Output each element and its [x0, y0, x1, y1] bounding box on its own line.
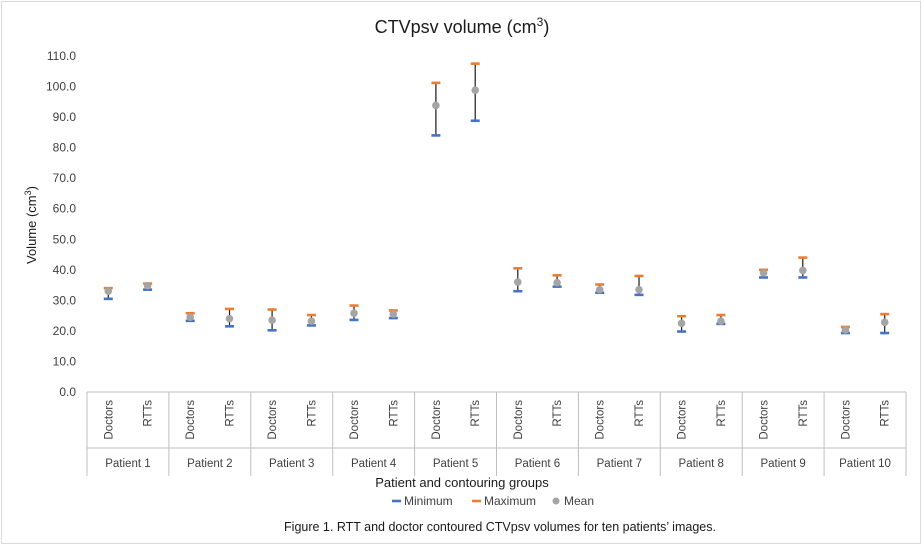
x-group-label: Patient 3: [269, 458, 314, 470]
mean-marker: [225, 314, 234, 323]
mean-marker: [841, 326, 850, 334]
x-subgroup-label: Doctors: [103, 400, 115, 440]
mean-marker: [880, 318, 889, 327]
mean-marker: [799, 266, 807, 275]
y-tick-label: 70.0: [53, 171, 77, 185]
x-subgroup-label: Doctors: [349, 400, 361, 440]
x-group-label: Patient 4: [351, 458, 397, 470]
legend: Minimum Maximum Mean: [392, 494, 594, 508]
mean-marker: [717, 317, 725, 325]
x-subgroup-label: RTTs: [880, 400, 892, 427]
mean-marker: [186, 313, 194, 321]
mean-marker: [307, 317, 316, 325]
x-subgroup-label: Doctors: [185, 400, 197, 440]
y-tick-label: 10.0: [53, 354, 77, 368]
x-axis: Patient 1 Doctors RTTs Patient 2 Doctors RTTs…: [86, 391, 907, 476]
x-group-label: Patient 10: [839, 458, 891, 470]
legend-mean-icon: [552, 497, 560, 505]
figure-caption: Figure 1. RTT and doctor contoured CTVps…: [284, 520, 716, 534]
x-subgroup-label: Doctors: [595, 400, 607, 440]
mean-marker: [595, 285, 604, 294]
x-group-label: Patient 7: [597, 458, 642, 470]
mean-marker: [677, 319, 686, 328]
y-tick-label: 0.0: [59, 385, 76, 399]
y-tick-label: 30.0: [53, 293, 77, 307]
x-subgroup-label: Doctors: [431, 400, 443, 440]
x-subgroup-label: Doctors: [840, 400, 852, 440]
chart-title: CTVpsv volume (cm3): [375, 15, 550, 37]
y-tick-label: 90.0: [53, 110, 77, 124]
legend-label: Mean: [564, 494, 594, 508]
mean-marker: [471, 86, 480, 95]
x-subgroup-label: Doctors: [513, 400, 525, 440]
mean-marker: [513, 278, 522, 286]
x-subgroup-label: RTTs: [470, 400, 482, 427]
y-tick-label: 20.0: [53, 324, 77, 338]
x-subgroup-label: Doctors: [267, 400, 279, 440]
y-tick-label: 100.0: [46, 80, 76, 94]
y-tick-label: 50.0: [53, 232, 77, 246]
legend-label: Maximum: [484, 494, 536, 508]
x-group-label: Patient 9: [760, 458, 805, 470]
x-subgroup-label: RTTs: [225, 400, 237, 427]
mean-marker: [432, 101, 440, 110]
x-group-label: Patient 6: [515, 458, 560, 470]
legend-label: Minimum: [404, 494, 453, 508]
y-tick-label: 60.0: [53, 202, 77, 216]
mean-marker: [350, 309, 358, 317]
x-subgroup-label: RTTs: [716, 400, 728, 427]
x-subgroup-label: Doctors: [758, 400, 770, 440]
x-subgroup-label: RTTs: [798, 400, 810, 427]
y-tick-label: 40.0: [53, 263, 77, 277]
x-subgroup-label: RTTs: [634, 400, 646, 427]
mean-marker: [143, 281, 152, 290]
y-tick-label: 110.0: [47, 49, 76, 63]
x-subgroup-label: RTTs: [143, 400, 155, 427]
x-group-label: Patient 8: [679, 458, 724, 470]
x-group-label: Patient 1: [105, 458, 150, 470]
y-axis-title: Volume (cm3): [23, 186, 39, 264]
x-group-label: Patient 5: [433, 458, 478, 470]
mean-marker: [268, 316, 276, 325]
x-axis-title: Patient and contouring groups: [375, 475, 549, 490]
x-subgroup-label: RTTs: [552, 400, 564, 427]
x-subgroup-label: Doctors: [677, 400, 689, 440]
x-group-label: Patient 2: [187, 458, 232, 470]
mean-marker: [389, 310, 398, 318]
x-subgroup-label: RTTs: [306, 400, 318, 427]
y-tick-label: 80.0: [53, 141, 77, 155]
mean-marker: [104, 287, 113, 296]
mean-marker: [635, 285, 643, 294]
x-subgroup-label: RTTs: [388, 400, 400, 427]
mean-marker: [553, 278, 561, 287]
plot-area: [103, 62, 890, 335]
y-axis: 0.0 10.0 20.0 30.0 40.0 50.0 60.0 70.0 80.0 90.0 1…: [46, 49, 76, 399]
mean-marker: [759, 269, 768, 277]
